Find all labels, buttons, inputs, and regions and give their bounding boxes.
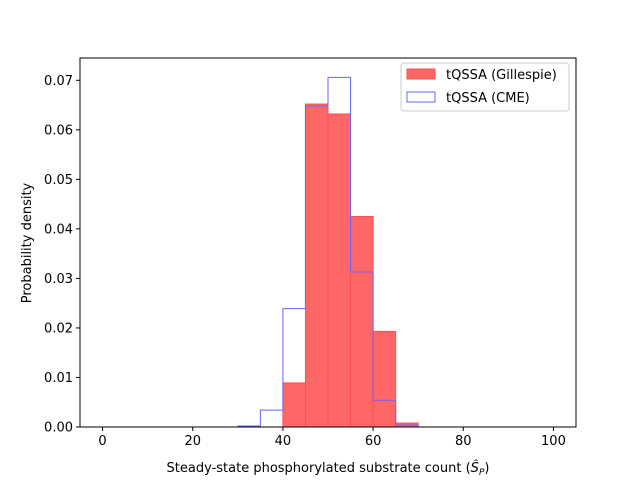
y-tick-label: 0.00 [44, 421, 73, 436]
bar-gillespie [282, 382, 306, 428]
bar-gillespie [372, 330, 397, 428]
y-axis-label: Probability density [20, 182, 35, 303]
axes-frame [79, 57, 577, 428]
y-tick-label: 0.02 [44, 321, 73, 336]
bar-gillespie [304, 103, 329, 428]
plot-area [102, 76, 554, 428]
x-tick-label: 20 [184, 434, 201, 449]
legend-swatch-cme [406, 91, 436, 103]
y-axis-ticks: 0.00 0.01 0.02 0.03 0.04 0.05 0.06 0.07 [44, 74, 80, 436]
legend-label-cme: tQSSA (CME) [446, 91, 530, 106]
x-tick-label: 0 [98, 434, 106, 449]
y-tick-label: 0.03 [44, 272, 73, 287]
x-tick-label: 40 [275, 434, 292, 449]
x-tick-label: 100 [541, 434, 566, 449]
bar-gillespie [327, 113, 352, 428]
y-tick-label: 0.05 [44, 173, 73, 188]
legend-label-gillespie: tQSSA (Gillespie) [446, 68, 557, 83]
x-axis-ticks: 0 20 40 60 80 100 [98, 427, 566, 449]
y-tick-label: 0.01 [44, 371, 73, 386]
legend-swatch-gillespie [406, 68, 436, 80]
y-tick-label: 0.07 [44, 74, 73, 89]
legend: tQSSA (Gillespie) tQSSA (CME) [400, 62, 570, 112]
legend-box [400, 62, 570, 112]
y-tick-label: 0.04 [44, 222, 73, 237]
x-axis-label: Steady-state phosphorylated substrate co… [167, 460, 490, 478]
x-axis-symbol-subscript: P [479, 468, 485, 478]
x-tick-label: 80 [455, 434, 472, 449]
x-tick-label: 60 [365, 434, 382, 449]
axes-spines [79, 57, 577, 428]
x-axis-label-text: Steady-state phosphorylated substrate co… [167, 461, 462, 476]
bar-gillespie [350, 215, 374, 428]
x-axis-symbol: Ŝ [471, 460, 479, 476]
y-tick-label: 0.06 [44, 123, 73, 138]
